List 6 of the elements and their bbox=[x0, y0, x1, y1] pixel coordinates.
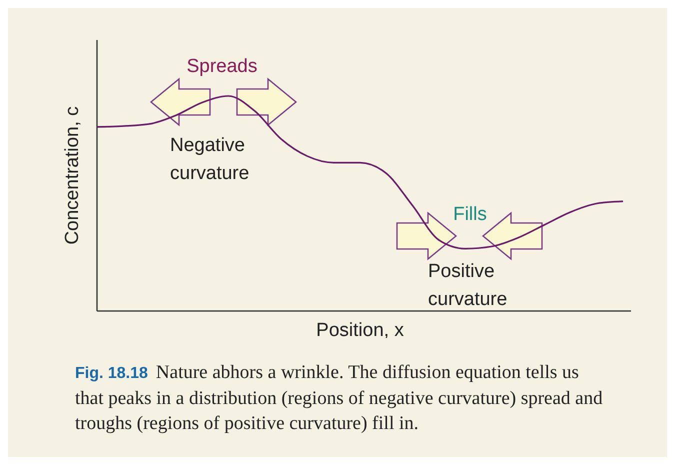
annotation: Positive curvature bbox=[428, 261, 508, 310]
annotation: Fills bbox=[453, 204, 487, 225]
y-axis-title: Concentration, c bbox=[62, 106, 83, 245]
caption: Fig. 18.18 bbox=[75, 365, 148, 382]
text: Spreads bbox=[186, 56, 258, 77]
annotation: Negative curvature bbox=[170, 135, 250, 184]
